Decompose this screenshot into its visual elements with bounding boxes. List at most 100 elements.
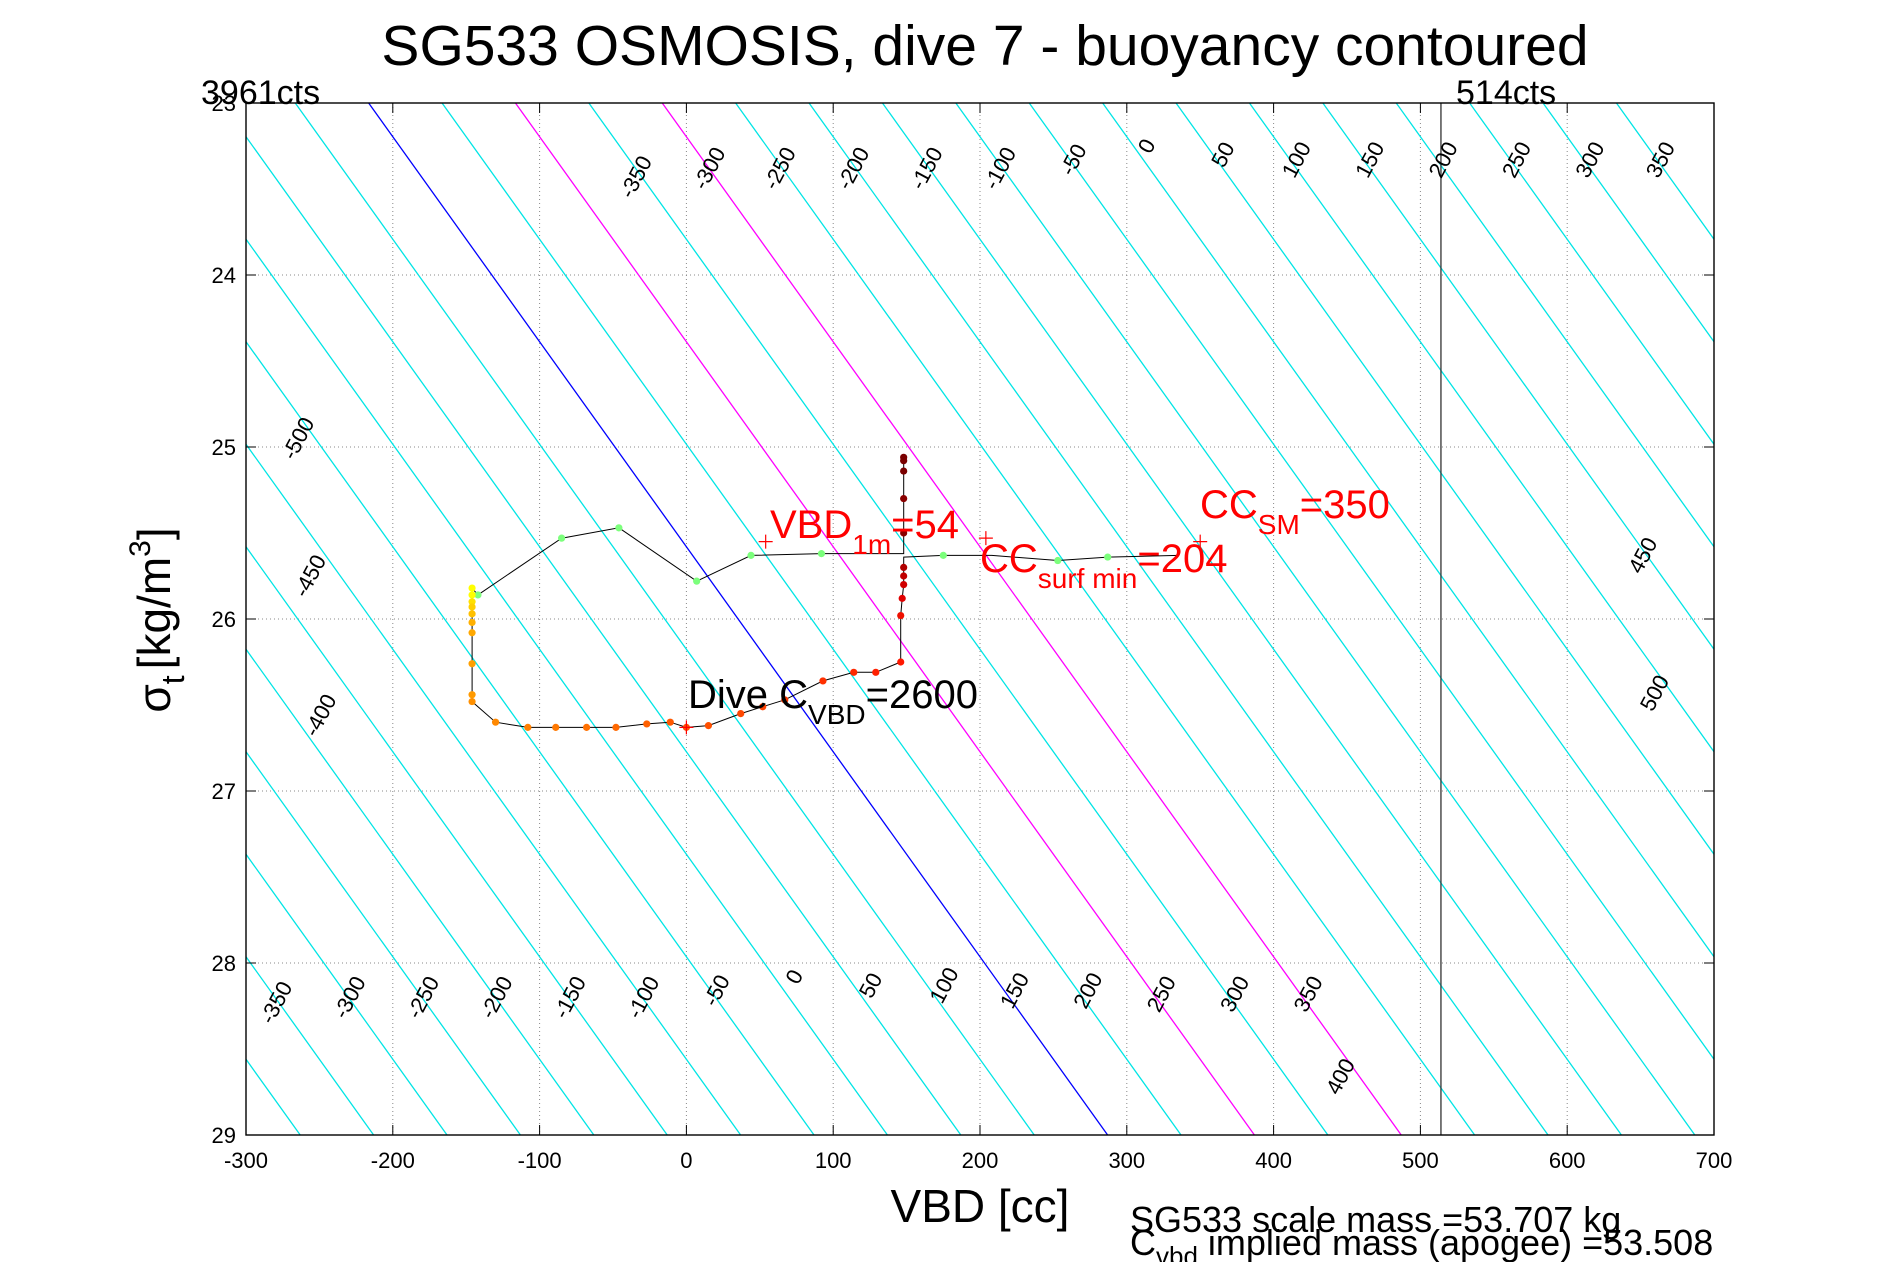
contour-label: -400 [299, 690, 342, 741]
contour-label: 150 [995, 968, 1034, 1012]
data-point [898, 594, 906, 602]
y-label-sigma: σ [128, 684, 180, 712]
contour-line [661, 103, 1402, 1135]
contour-label: 400 [1321, 1054, 1360, 1098]
contour-line [1248, 103, 1714, 753]
y-tick-label: 27 [212, 779, 236, 804]
y-label-unit: [kg/m [128, 557, 180, 669]
left-corner-label: 3961cts [201, 74, 320, 112]
contour-label: 50 [1206, 138, 1240, 171]
data-point [552, 723, 560, 731]
contour-label: 250 [1142, 972, 1181, 1016]
x-tick-label: 300 [1108, 1148, 1145, 1173]
data-point [468, 697, 476, 706]
data-point [468, 660, 476, 668]
x-tick-label: -300 [224, 1148, 268, 1173]
contour-line [514, 103, 1255, 1135]
contour-label: 300 [1570, 138, 1609, 182]
data-point [819, 677, 827, 685]
contour-label: 100 [1277, 138, 1316, 182]
vbd1m-label: VBD1m=54 [770, 503, 959, 560]
y-label-sub: t [155, 675, 191, 684]
dive-cvbd-label: Dive CVBD=2600 [688, 673, 978, 730]
contour-line [246, 135, 962, 1135]
contour-label: -100 [622, 972, 665, 1023]
contour-line [246, 238, 888, 1135]
contour-line [588, 103, 1329, 1135]
data-point [666, 718, 674, 726]
data-point [612, 723, 620, 731]
x-tick-label: 100 [815, 1148, 852, 1173]
contour-line [955, 103, 1696, 1135]
contour-line [246, 648, 595, 1135]
data-point [474, 591, 482, 599]
contour-line [881, 103, 1622, 1135]
contour-line [246, 443, 742, 1135]
data-point [897, 658, 905, 666]
data-point [468, 691, 476, 699]
data-point [900, 467, 908, 475]
contour-label: 450 [1623, 533, 1662, 577]
marker-plus [1193, 534, 1208, 549]
marker-plus [758, 534, 773, 549]
y-label-sup: 3 [124, 540, 157, 557]
contour-line [0, 103, 227, 1135]
data-point [468, 584, 476, 592]
contour-label: -350 [614, 152, 657, 203]
x-tick-label: 0 [680, 1148, 692, 1173]
contour-line [1322, 103, 1714, 651]
contour-line [1028, 103, 1714, 1061]
data-point [524, 723, 532, 731]
contour-line [246, 853, 448, 1135]
glider-path [468, 453, 1208, 735]
footer-scale-mass: SG533 scale mass =53.707 kg [1130, 1199, 1621, 1240]
x-tick-label: 200 [962, 1148, 999, 1173]
contour-label: 250 [1497, 138, 1536, 182]
data-point [817, 550, 826, 558]
data-point [704, 722, 713, 730]
x-tick-label: -100 [518, 1148, 562, 1173]
contour-label: -500 [277, 413, 320, 464]
contour-label: 50 [854, 969, 888, 1002]
data-point [468, 603, 476, 611]
contour-line [294, 103, 1035, 1135]
data-point [897, 611, 905, 620]
cc-sm-label: CCSM=350 [1200, 483, 1390, 540]
marker-plus [978, 531, 993, 546]
data-point [468, 591, 476, 599]
contour-line [368, 103, 1109, 1135]
contour-line [735, 103, 1476, 1135]
y-tick-label: 23 [212, 91, 236, 116]
contour-label: -150 [548, 972, 591, 1023]
contour-label: 0 [1133, 135, 1161, 158]
data-point [615, 524, 623, 532]
contour-label: -250 [402, 972, 445, 1023]
contour-line [1102, 103, 1714, 958]
contour-label: 500 [1635, 671, 1674, 715]
data-point [900, 495, 908, 503]
data-point [643, 720, 651, 728]
contour-label: 150 [1350, 138, 1389, 182]
data-point [468, 598, 476, 606]
right-corner-label: 514cts [1456, 74, 1556, 112]
contour-line [246, 340, 815, 1135]
data-point [781, 696, 789, 704]
contour-label: 100 [924, 963, 963, 1007]
contour-label: 350 [1288, 972, 1327, 1016]
marker-plus [679, 720, 694, 735]
contour-label: -450 [288, 551, 331, 602]
data-point [558, 534, 566, 542]
y-tick-label: 24 [212, 263, 236, 288]
data-point [872, 668, 880, 676]
x-tick-label: 700 [1696, 1148, 1733, 1173]
y-tick-label: 25 [212, 435, 236, 460]
contour-line [246, 545, 668, 1135]
contour-line [441, 103, 1182, 1135]
data-point [900, 457, 908, 465]
data-point [900, 563, 908, 572]
x-axis-ticks: -300 -200 -100 0 100 200 300 400 500 600 700 [224, 103, 1732, 1173]
y-axis-label: σt [kg/m3] [124, 527, 191, 712]
data-point [759, 703, 767, 711]
data-point [1054, 556, 1062, 565]
contour-label: 300 [1215, 972, 1254, 1016]
